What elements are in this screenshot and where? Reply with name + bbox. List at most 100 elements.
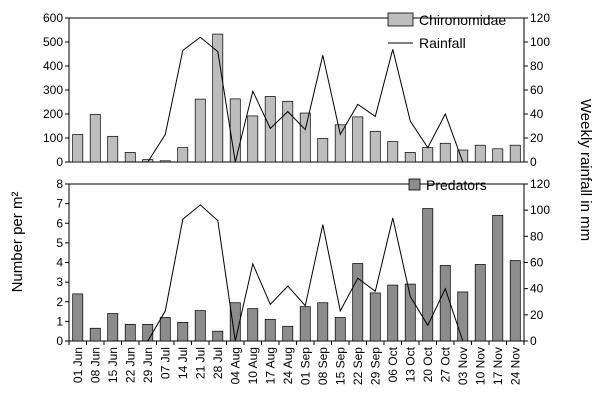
predators-bar-27-oct <box>439 265 451 342</box>
x-tick-label: 15 Jun <box>106 347 120 383</box>
chironomidae-left-tick-label: 600 <box>43 11 63 25</box>
chironomidae-bar-21-jul <box>194 98 206 163</box>
x-tick-label: 15 Sep <box>333 347 347 385</box>
predators-left-tick-label: 2 <box>56 295 63 309</box>
predators-bar-29-jun <box>142 323 154 342</box>
chironomidae-bar-24-aug <box>282 100 294 163</box>
predators-bar-15-jun <box>107 313 119 342</box>
chironomidae-right-tick-label: 20 <box>530 131 544 145</box>
x-tick-label: 24 Aug <box>281 347 295 384</box>
chironomidae-bar-01-sep <box>299 112 311 163</box>
chironomidae-bar-24-nov <box>509 144 521 163</box>
x-tick-label: 01 Sep <box>298 347 312 385</box>
predators-left-tick-label: 4 <box>56 256 63 270</box>
x-tick-label: 04 Aug <box>228 347 242 384</box>
legend-swatch-predators <box>408 178 421 191</box>
predators-bar-21-jul <box>194 310 206 342</box>
x-tick-label: 21 Jul <box>193 347 207 379</box>
x-tick-label: 22 Jun <box>123 347 137 383</box>
legend-top: Chironomidae Rainfall <box>387 12 506 51</box>
chironomidae-bar-22-sep <box>352 116 364 163</box>
chironomidae-right-tick-label: 60 <box>530 83 544 97</box>
predators-bar-14-jul <box>177 322 189 342</box>
predators-right-tick-label: 60 <box>530 256 544 270</box>
chironomidae-bar-01-jun <box>72 134 84 163</box>
predators-bar-24-nov <box>509 260 521 342</box>
predators-right-tick-label: 120 <box>530 177 550 191</box>
predators-bar-06-oct <box>387 284 399 342</box>
chironomidae-bar-17-nov <box>492 148 504 163</box>
predators-bar-10-nov <box>474 264 486 342</box>
predators-bar-07-jul <box>159 317 171 342</box>
predators-left-tick-label: 8 <box>56 177 63 191</box>
predators-left-tick-label: 1 <box>56 314 63 328</box>
legend-bottom: Predators <box>408 177 487 193</box>
chironomidae-bar-10-aug <box>247 115 259 163</box>
chironomidae-left-tick-label: 300 <box>43 83 63 97</box>
predators-bar-08-jun <box>89 327 101 342</box>
x-tick-label: 27 Oct <box>438 346 452 382</box>
predators-bar-20-oct <box>422 208 434 342</box>
x-tick-label: 17 Aug <box>263 347 277 384</box>
legend-swatch-chironomidae <box>387 12 414 27</box>
predators-right-tick-label: 40 <box>530 282 544 296</box>
y-axis-label-right: Weekly rainfall in mm <box>577 99 594 241</box>
chironomidae-bar-08-sep <box>317 138 329 163</box>
x-axis: 01 Jun 08 Jun 15 Jun 22 Jun 29 Jun 07 Jul 14 J… <box>68 341 525 385</box>
predators-left-tick-label: 3 <box>56 275 63 289</box>
chironomidae-left-tick-label: 400 <box>43 59 63 73</box>
predators-bar-22-jun <box>124 323 136 342</box>
predators-bar-17-nov <box>492 215 504 342</box>
chironomidae-right-tick-label: 120 <box>530 11 550 25</box>
predators-bar-29-sep <box>369 292 381 342</box>
predators-right-tick-label: 0 <box>530 334 537 348</box>
x-tick-label: 29 Sep <box>368 347 382 385</box>
predators-bar-04-aug <box>229 302 241 342</box>
chironomidae-bar-29-sep <box>369 130 381 163</box>
x-tick-label: 08 Jun <box>88 347 102 383</box>
chironomidae-bar-17-aug <box>264 96 276 163</box>
chironomidae-left-tick-label: 100 <box>43 131 63 145</box>
chironomidae-left-tick-label: 0 <box>56 155 63 169</box>
predators-plot-frame <box>68 183 525 342</box>
predators-bar-01-jun <box>72 293 84 342</box>
chironomidae-panel: 0 100 200 300 400 500 600 0 20 40 60 80 100 120 <box>43 11 550 169</box>
predators-bar-10-aug <box>247 308 259 342</box>
predators-bar-22-sep <box>352 263 364 342</box>
chironomidae-right-tick-label: 80 <box>530 59 544 73</box>
chironomidae-bar-27-oct <box>439 142 451 163</box>
chironomidae-bar-15-sep <box>334 124 346 163</box>
chironomidae-bar-14-jul <box>177 147 189 163</box>
predators-left-tick-label: 5 <box>56 236 63 250</box>
predators-right-tick-label: 80 <box>530 229 544 243</box>
chironomidae-bar-07-jul <box>159 160 171 163</box>
predators-bar-17-aug <box>264 319 276 342</box>
predators-left-tick-label: 7 <box>56 197 63 211</box>
x-tick-label: 01 Jun <box>71 347 85 383</box>
x-tick-label: 24 Nov <box>508 347 522 385</box>
x-tick-label: 20 Oct <box>421 346 435 382</box>
legend-label-rainfall: Rainfall <box>419 35 466 51</box>
predators-bar-08-sep <box>317 302 329 342</box>
x-tick-label: 10 Aug <box>246 347 260 384</box>
predators-left-tick-label: 0 <box>56 334 63 348</box>
predators-bar-13-oct <box>404 283 416 342</box>
chironomidae-bar-13-oct <box>404 152 416 163</box>
predators-right-tick-label: 100 <box>530 203 550 217</box>
chironomidae-bar-20-oct <box>422 147 434 163</box>
chironomidae-bar-22-jun <box>124 152 136 163</box>
x-tick-label: 08 Sep <box>316 347 330 385</box>
chironomidae-bar-06-oct <box>387 141 399 163</box>
predators-bar-15-sep <box>334 317 346 342</box>
chironomidae-left-tick-label: 200 <box>43 107 63 121</box>
chironomidae-right-tick-label: 0 <box>530 155 537 169</box>
x-tick-label: 06 Oct <box>386 346 400 382</box>
chironomidae-right-tick-label: 40 <box>530 107 544 121</box>
x-tick-label: 17 Nov <box>491 347 505 385</box>
x-tick-label: 29 Jun <box>141 347 155 383</box>
chironomidae-bar-10-nov <box>474 144 486 163</box>
x-tick-label: 22 Sep <box>351 347 365 385</box>
chironomidae-bar-08-jun <box>89 114 101 163</box>
